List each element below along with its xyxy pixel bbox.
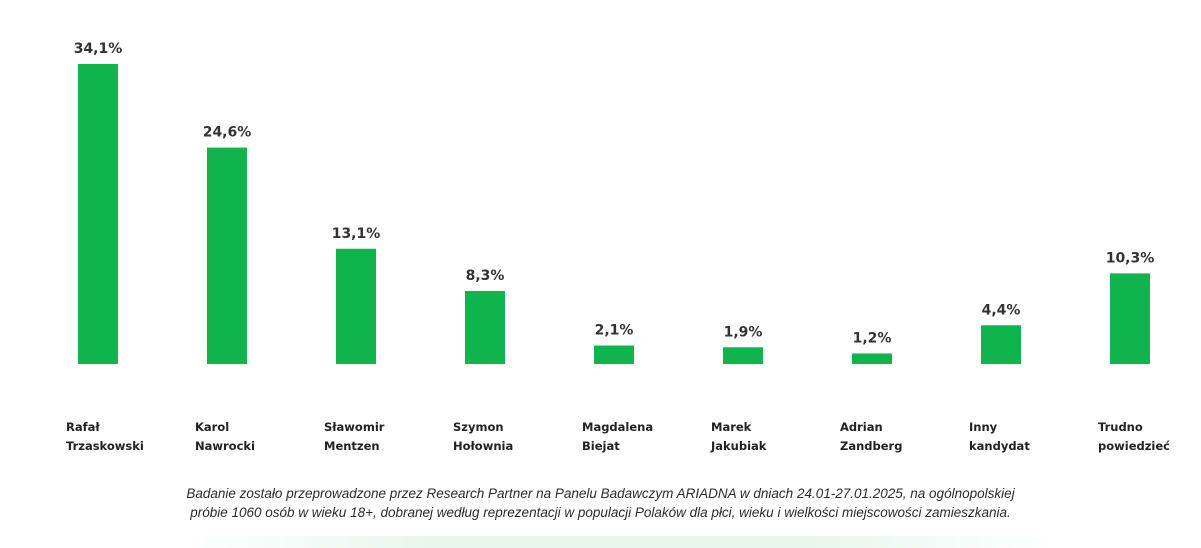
category-label-magdalena-biejat: Magdalena Biejat xyxy=(582,420,653,453)
footnote-line-2: próbie 1060 osób w wieku 18+, dobranej w… xyxy=(190,505,1011,520)
footnote-line-1: Badanie zostało przeprowadzone przez Res… xyxy=(186,486,1015,501)
value-label-rafal-trzaskowski: 34,1% xyxy=(74,41,123,57)
survey-footnote: Badanie zostało przeprowadzone przez Res… xyxy=(0,484,1201,522)
bar-trudno-powiedziec xyxy=(1110,273,1150,364)
bar-karol-nawrocki xyxy=(207,147,247,364)
value-label-inny-kandydat: 4,4% xyxy=(982,302,1021,318)
bar-magdalena-biejat xyxy=(594,345,634,364)
bar-rafal-trzaskowski xyxy=(78,64,118,364)
category-label-marek-jakubiak: Marek Jakubiak xyxy=(710,420,767,453)
value-label-marek-jakubiak: 1,9% xyxy=(724,324,763,340)
value-label-magdalena-biejat: 2,1% xyxy=(595,323,634,339)
bar-adrian-zandberg xyxy=(852,353,892,364)
bar-slawomir-mentzen xyxy=(336,248,376,364)
bar-szymon-holownia xyxy=(465,290,505,364)
bar-marek-jakubiak xyxy=(723,347,763,364)
value-label-szymon-holownia: 8,3% xyxy=(466,268,505,284)
value-label-trudno-powiedziec: 10,3% xyxy=(1106,250,1155,266)
bar-chart: 34,1% Rafał Trzaskowski 24,6% Karol Nawrocki 1… xyxy=(66,41,1170,453)
value-label-slawomir-mentzen: 13,1% xyxy=(332,226,381,242)
category-label-karol-nawrocki: Karol Nawrocki xyxy=(195,420,255,453)
category-label-trudno-powiedziec: Trudno powiedzieć xyxy=(1098,420,1170,453)
value-label-karol-nawrocki: 24,6% xyxy=(203,125,252,141)
value-label-adrian-zandberg: 1,2% xyxy=(853,330,892,346)
decorative-glow xyxy=(180,536,1060,548)
category-label-inny-kandydat: Inny kandydat xyxy=(969,420,1030,453)
category-label-adrian-zandberg: Adrian Zandberg xyxy=(840,420,902,453)
bar-inny-kandydat xyxy=(981,325,1021,364)
category-label-szymon-holownia: Szymon Hołownia xyxy=(453,420,513,453)
category-label-rafal-trzaskowski: Rafał Trzaskowski xyxy=(66,420,144,453)
category-label-slawomir-mentzen: Sławomir Mentzen xyxy=(324,420,385,453)
